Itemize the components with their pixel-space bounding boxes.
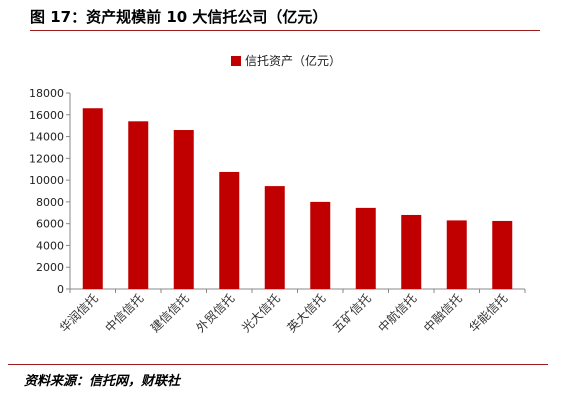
source-rule: [8, 364, 548, 365]
x-tick-label: 光大信托: [239, 291, 283, 335]
y-tick-label: 12000: [29, 152, 64, 165]
x-tick-label: 中航信托: [375, 291, 420, 336]
figure-title: 图 17：资产规模前 10 大信托公司（亿元）: [30, 8, 328, 26]
bar: [173, 130, 194, 289]
x-tick-label: 中信信托: [102, 291, 147, 336]
bar: [492, 220, 513, 289]
bar: [128, 121, 149, 289]
y-tick-label: 18000: [29, 87, 64, 100]
x-tick-label: 外贸信托: [194, 291, 238, 335]
legend-swatch: [231, 56, 241, 66]
source-note: 资料来源：信托网，财联社: [24, 374, 181, 389]
y-tick-label: 6000: [36, 218, 64, 231]
x-tick-label: 英大信托: [285, 291, 329, 335]
x-tick-label: 华润信托: [57, 291, 101, 335]
x-tick-label: 中融信托: [420, 291, 465, 336]
bar: [310, 201, 331, 289]
bar: [401, 214, 422, 289]
y-tick-label: 16000: [29, 109, 64, 122]
bar: [446, 220, 467, 289]
y-tick-label: 0: [57, 283, 64, 296]
bar: [264, 186, 285, 289]
y-tick-label: 10000: [29, 174, 64, 187]
bar: [355, 207, 376, 289]
x-tick-label: 华能信托: [467, 291, 511, 335]
title-rule: [30, 30, 540, 31]
bar: [82, 108, 103, 289]
legend-label: 信托资产（亿元）: [245, 53, 341, 68]
x-tick-label: 建信信托: [148, 291, 192, 335]
y-tick-label: 4000: [36, 239, 64, 252]
x-tick-label: 五矿信托: [330, 291, 374, 335]
bar: [219, 171, 240, 289]
y-tick-label: 14000: [29, 131, 64, 144]
y-tick-label: 8000: [36, 196, 64, 209]
y-tick-label: 2000: [36, 261, 64, 274]
